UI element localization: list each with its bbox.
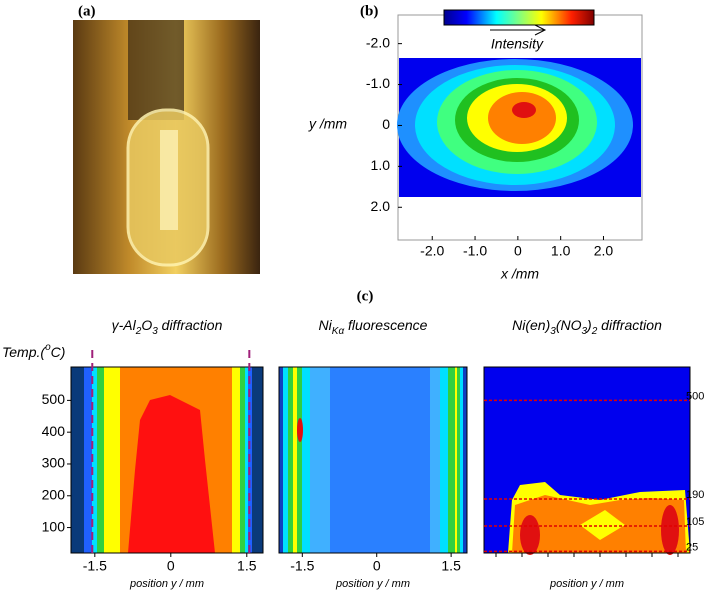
panel-title-part: 2 bbox=[135, 326, 142, 337]
x-tick-label: -1.0 bbox=[463, 243, 487, 259]
y-tick-label: -2.0 bbox=[366, 34, 390, 50]
y-axis-label: y /mm bbox=[308, 116, 347, 132]
annotation-label: 190 bbox=[686, 489, 704, 501]
panel-title-part: diffraction bbox=[158, 317, 223, 333]
y-tick-label: 500 bbox=[42, 391, 66, 407]
y-tick-label: 2.0 bbox=[371, 198, 391, 214]
y-tick-label: 100 bbox=[42, 518, 66, 534]
arrow bbox=[490, 24, 547, 36]
panel-title-part: Ni(en) bbox=[512, 317, 550, 333]
y-tick-label: 200 bbox=[42, 486, 66, 502]
panel-title-part: 3 bbox=[152, 326, 158, 337]
y-axis-label-part: C) bbox=[51, 344, 66, 360]
panel-title: NiKα fluorescence bbox=[319, 317, 428, 337]
x-tick-label: 0 bbox=[373, 558, 381, 574]
panel-title-part: 2 bbox=[591, 326, 598, 337]
x-tick-label: 0 bbox=[167, 558, 175, 574]
y-tick-label: 400 bbox=[42, 423, 66, 439]
y-tick-label: 300 bbox=[42, 455, 66, 471]
panel-title-part: γ-Al bbox=[112, 317, 137, 333]
contour bbox=[512, 102, 536, 118]
map bbox=[71, 367, 263, 553]
panel-label: (c) bbox=[357, 288, 374, 304]
panel-title-part: ) bbox=[585, 317, 592, 333]
panel-title-part: (NO bbox=[556, 317, 582, 333]
colorbar-label: Intensity bbox=[491, 36, 544, 52]
y-tick-label: 1.0 bbox=[371, 157, 391, 173]
map bbox=[484, 367, 690, 555]
photo-capillary bbox=[160, 130, 178, 230]
panel-title-part: diffraction bbox=[597, 317, 662, 333]
x-tick-label: 1.0 bbox=[551, 243, 571, 259]
plot-frame bbox=[278, 366, 468, 554]
panel-title-part: O bbox=[141, 317, 152, 333]
colorbar bbox=[443, 9, 595, 26]
panel-label: (a) bbox=[78, 3, 96, 19]
panel-label: (b) bbox=[360, 3, 378, 19]
x-axis-label: position y / mm bbox=[549, 578, 624, 590]
x-tick-label: 0 bbox=[514, 243, 522, 259]
y-tick-label: -1.0 bbox=[366, 75, 390, 91]
panel-title-part: fluorescence bbox=[344, 317, 427, 333]
panel-title: γ-Al2O3 diffraction bbox=[112, 317, 223, 337]
plot-frame bbox=[70, 366, 264, 554]
contour bbox=[488, 92, 556, 144]
y-axis-label-part: Temp.( bbox=[2, 344, 46, 360]
panel-title-part: Kα bbox=[332, 326, 345, 337]
photo-rod bbox=[128, 20, 184, 120]
x-axis-label: position y / mm bbox=[335, 578, 410, 590]
y-tick-label: 0 bbox=[382, 116, 390, 132]
x-tick-label: -1.5 bbox=[290, 558, 314, 574]
y-axis-label: Temp.(oC) bbox=[2, 342, 65, 360]
x-tick-label: -2.0 bbox=[420, 243, 444, 259]
panel-title-part: Ni bbox=[319, 317, 333, 333]
plot-frame bbox=[483, 366, 691, 554]
annotation-label: 500 bbox=[686, 390, 704, 402]
x-axis-label: x /mm bbox=[500, 266, 539, 282]
map bbox=[279, 367, 467, 553]
annotation-label: 25 bbox=[686, 541, 698, 553]
x-axis-label: position y / mm bbox=[129, 578, 204, 590]
annotation-label: 105 bbox=[686, 516, 704, 528]
panel-title: Ni(en)3(NO3)2 diffraction bbox=[512, 317, 662, 337]
x-tick-label: -1.5 bbox=[83, 558, 107, 574]
x-tick-label: 1.5 bbox=[237, 558, 257, 574]
x-tick-label: 2.0 bbox=[594, 243, 614, 259]
panel-title-part: 3 bbox=[581, 326, 587, 337]
panel-title-part: 3 bbox=[550, 326, 556, 337]
y-axis-label-part: o bbox=[45, 342, 51, 353]
x-tick-label: 1.5 bbox=[441, 558, 461, 574]
